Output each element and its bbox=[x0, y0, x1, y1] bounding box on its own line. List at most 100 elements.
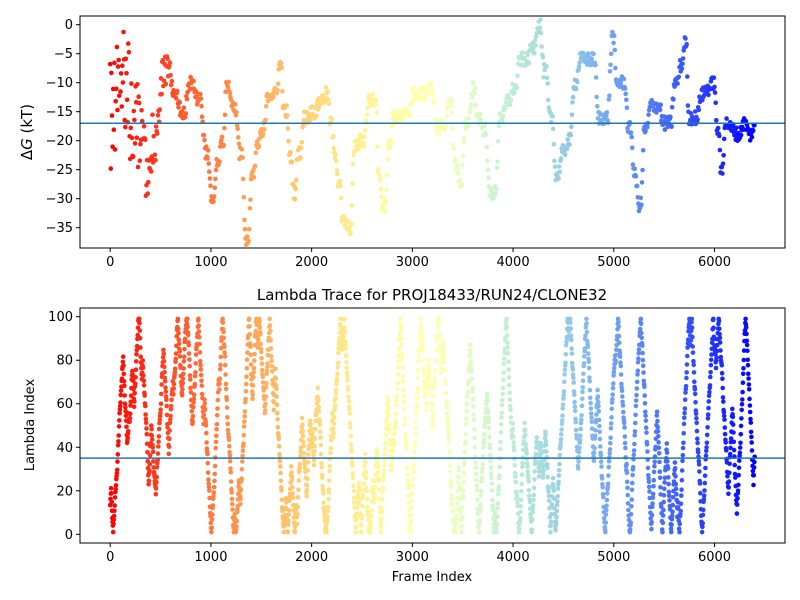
lambda-point bbox=[603, 520, 608, 525]
lambda-point bbox=[306, 452, 311, 458]
lambda-point bbox=[747, 409, 753, 415]
lambda-point bbox=[473, 465, 479, 470]
lambda-point bbox=[639, 335, 644, 341]
delta-g-point bbox=[640, 148, 646, 153]
lambda-point bbox=[110, 529, 116, 535]
lambda-point bbox=[704, 432, 710, 438]
lambda-point bbox=[400, 356, 405, 362]
lambda-point bbox=[263, 394, 269, 400]
lambda-point bbox=[495, 491, 501, 497]
delta-g-point bbox=[625, 125, 630, 131]
lambda-point bbox=[708, 374, 713, 380]
lambda-point bbox=[186, 351, 192, 356]
lambda-point bbox=[305, 468, 311, 473]
lambda-point bbox=[731, 439, 737, 445]
lambda-point bbox=[608, 421, 614, 426]
lambda-point bbox=[635, 372, 640, 377]
lambda-point bbox=[701, 497, 707, 502]
lambda-point bbox=[269, 353, 274, 359]
lambda-point bbox=[114, 467, 120, 473]
delta-g-point bbox=[169, 78, 175, 84]
lambda-point bbox=[368, 523, 374, 529]
lambda-point bbox=[372, 495, 377, 501]
lambda-point bbox=[416, 359, 422, 364]
lambda-point bbox=[604, 491, 610, 496]
delta-g-x-tick-label: 2000 bbox=[295, 255, 328, 270]
lambda-point bbox=[661, 499, 666, 505]
lambda-point bbox=[265, 361, 270, 366]
delta-g-point bbox=[202, 137, 207, 143]
lambda-point bbox=[498, 439, 503, 445]
lambda-point bbox=[558, 440, 563, 446]
lambda-point bbox=[641, 370, 646, 375]
delta-g-y-tick-label: −30 bbox=[46, 192, 73, 207]
lambda-point bbox=[577, 445, 582, 451]
lambda-point bbox=[642, 401, 648, 406]
lambda-point bbox=[553, 519, 559, 524]
lambda-point bbox=[193, 370, 198, 375]
delta-g-point bbox=[466, 123, 472, 128]
lambda-point bbox=[560, 406, 566, 411]
lambda-point bbox=[163, 385, 168, 390]
lambda-point bbox=[328, 450, 333, 456]
lambda-point bbox=[462, 449, 468, 455]
delta-g-point bbox=[108, 166, 114, 171]
lambda-point bbox=[556, 479, 561, 485]
delta-g-point bbox=[466, 116, 471, 121]
lambda-point bbox=[320, 491, 326, 496]
delta-g-point bbox=[143, 137, 148, 142]
delta-g-point bbox=[461, 140, 467, 145]
delta-g-y-tick-label: −5 bbox=[54, 47, 73, 62]
lambda-point bbox=[629, 487, 635, 493]
lambda-point bbox=[318, 451, 324, 457]
lambda-point bbox=[530, 509, 535, 515]
lambda-point bbox=[133, 359, 139, 364]
delta-g-point bbox=[459, 181, 465, 187]
lambda-point bbox=[167, 420, 173, 426]
lambda-point bbox=[673, 486, 679, 492]
lambda-point bbox=[450, 502, 455, 508]
lambda-point bbox=[342, 329, 348, 335]
lambda-point bbox=[518, 509, 523, 515]
delta-g-points bbox=[107, 17, 757, 247]
delta-g-point bbox=[260, 131, 266, 137]
lambda-point bbox=[156, 444, 161, 449]
lambda-point bbox=[431, 411, 436, 417]
delta-g-point bbox=[350, 161, 356, 167]
lambda-point bbox=[638, 316, 644, 322]
lambda-point bbox=[515, 500, 520, 506]
lambda-point bbox=[320, 487, 326, 492]
lambda-point bbox=[606, 458, 612, 464]
lambda-point bbox=[127, 419, 132, 425]
delta-g-point bbox=[223, 89, 228, 95]
lambda-point bbox=[523, 432, 528, 438]
lambda-point bbox=[285, 522, 291, 527]
delta-g-point bbox=[749, 134, 755, 140]
lambda-point bbox=[545, 474, 550, 480]
lambda-point bbox=[248, 344, 253, 349]
lambda-point bbox=[702, 473, 708, 479]
lambda-point bbox=[130, 372, 135, 377]
lambda-point bbox=[443, 377, 448, 383]
lambda-point bbox=[520, 460, 525, 466]
delta-g-point bbox=[485, 158, 490, 164]
delta-g-point bbox=[132, 141, 138, 146]
lambda-point bbox=[522, 420, 528, 426]
lambda-point bbox=[734, 502, 740, 507]
lambda-point bbox=[460, 505, 465, 510]
lambda-point bbox=[481, 445, 486, 450]
lambda-point bbox=[630, 480, 635, 486]
lambda-point bbox=[274, 394, 280, 399]
lambda-point bbox=[691, 362, 696, 368]
lambda-point bbox=[418, 316, 424, 322]
delta-g-point bbox=[611, 40, 616, 46]
lambda-point bbox=[311, 462, 317, 468]
lambda-point bbox=[409, 505, 415, 510]
delta-g-point bbox=[201, 132, 207, 138]
lambda-point bbox=[679, 468, 685, 473]
lambda-point bbox=[581, 361, 587, 366]
lambda-point bbox=[651, 469, 657, 475]
lambda-point bbox=[401, 387, 406, 393]
lambda-point bbox=[711, 325, 716, 331]
lambda-point bbox=[510, 426, 516, 432]
